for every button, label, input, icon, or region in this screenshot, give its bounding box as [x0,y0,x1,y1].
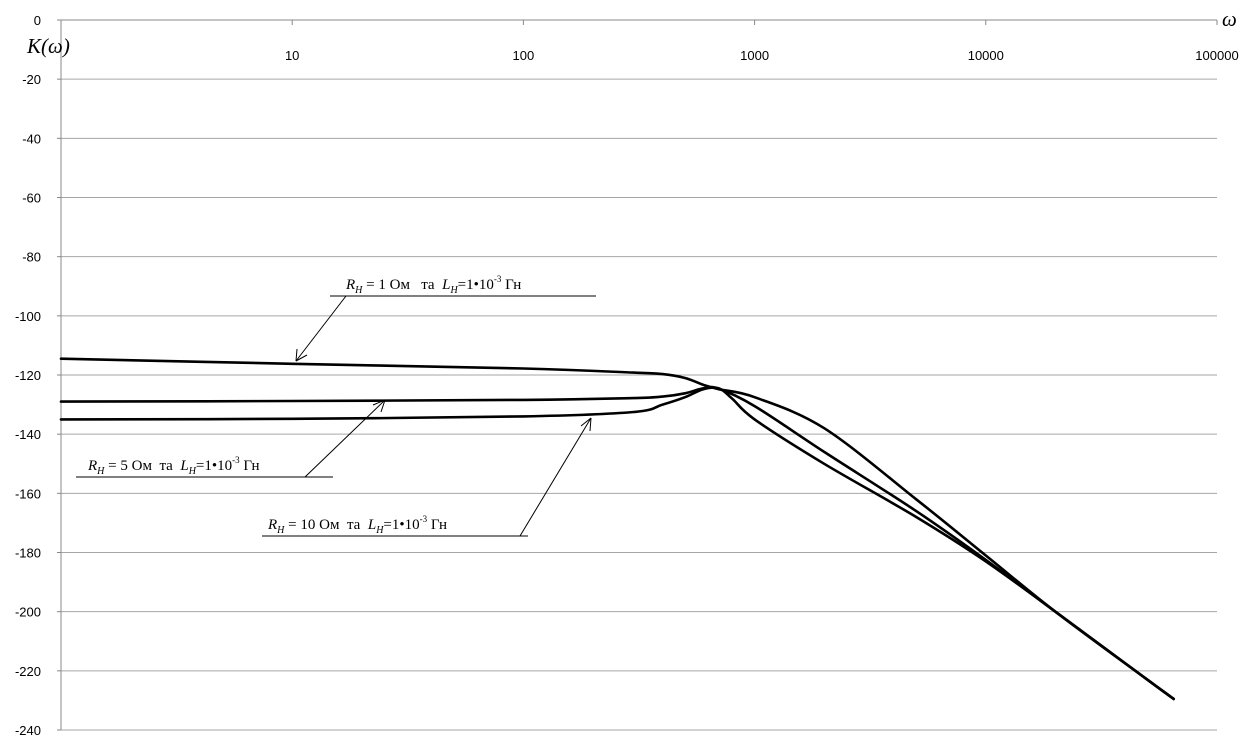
y-tick-label: -160 [15,486,41,501]
y-tick-label: -60 [22,191,41,206]
annotation-1-leader [295,295,347,362]
annotation-3-arrowhead [580,417,592,432]
x-tick-labels: 10 100 1000 10000 100000 [285,48,1239,63]
annotation-1-label: RH = 1 Ом та LH=1•10-3 Гн [345,274,521,296]
series-line-3 [59,386,1175,701]
annotation-3-leader [519,417,592,537]
annotation-2-label: RH = 5 Ом та LH=1•10-3 Гн [87,455,260,477]
x-tick-label: 1000 [740,48,769,63]
annotation-1-arrowhead [295,348,308,362]
y-tick-label: -140 [15,427,41,442]
annotation-3: RH = 10 Ом та LH=1•10-3 Гн [262,417,592,537]
annotation-2-arrowhead [372,399,386,413]
annotation-3-label: RH = 10 Ом та LH=1•10-3 Гн [267,514,447,536]
annotation-2-leader [304,399,386,478]
y-tick-label: -40 [22,131,41,146]
series-lines [59,357,1175,701]
y-axis-label: K(ω) [26,34,70,58]
grid-lines [61,78,1217,731]
axes [57,19,1218,731]
x-tick-label: 100000 [1195,48,1238,63]
y-tick-label: -240 [15,723,41,738]
x-tick-label: 10000 [968,48,1004,63]
y-tick-label: -120 [15,368,41,383]
y-tick-label: -220 [15,664,41,679]
x-axis-label: ω [1222,7,1237,31]
series-line-1 [59,357,1175,701]
x-tick-label: 10 [285,48,299,63]
annotation-1: RH = 1 Ом та LH=1•10-3 Гн [295,274,596,362]
x-tick-label: 100 [513,48,535,63]
y-tick-label: -100 [15,309,41,324]
y-tick-label: -20 [22,72,41,87]
y-tick-label: -180 [15,546,41,561]
y-tick-label: -80 [22,250,41,265]
annotation-2: RH = 5 Ом та LH=1•10-3 Гн [76,399,386,478]
y-tick-label: -200 [15,605,41,620]
y-tick-labels: 0 -20 -40 -60 -80 -100 -120 -140 -160 -180 -200 -22… [15,13,41,738]
y-tick-label: 0 [34,13,41,28]
